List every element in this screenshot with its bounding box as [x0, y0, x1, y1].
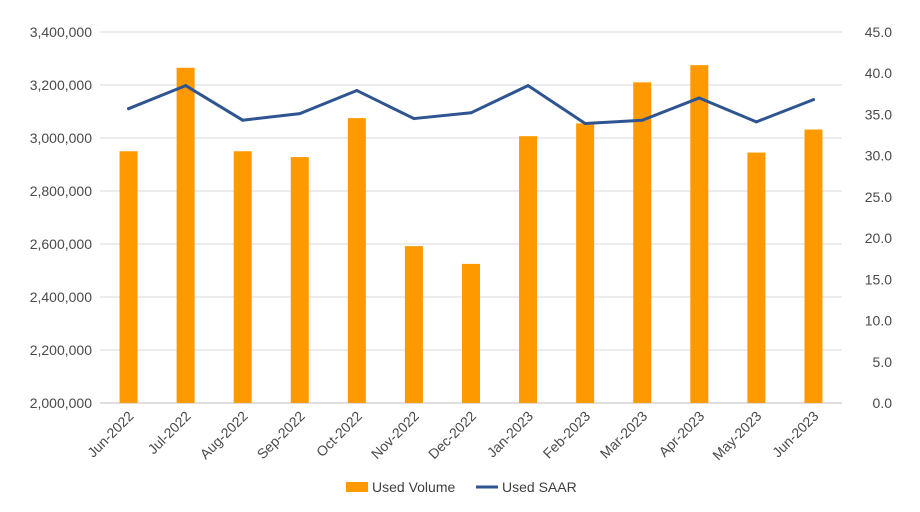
x-tick-label: Jan-2023	[484, 408, 537, 461]
y-left-tick-label: 3,200,000	[30, 77, 92, 93]
x-tick-label: Jun-2023	[769, 408, 822, 461]
y-right-tick-label: 15.0	[865, 271, 892, 287]
bar-used-volume	[176, 67, 195, 404]
bar-used-volume	[576, 123, 595, 404]
y-right-tick-label: 40.0	[865, 65, 892, 81]
point-used-saar	[754, 120, 758, 124]
y-left-tick-label: 2,000,000	[30, 395, 92, 411]
legend-label-used-volume: Used Volume	[372, 479, 455, 495]
bar-used-volume	[404, 246, 423, 403]
bar-used-volume	[747, 152, 766, 403]
x-tick-label: May-2023	[709, 408, 764, 463]
y-right-tick-label: 45.0	[865, 24, 892, 40]
bar-used-volume	[233, 151, 252, 403]
x-tick-label: Aug-2022	[197, 408, 251, 462]
x-tick-label: Oct-2022	[313, 408, 365, 460]
bar-series-used-volume	[119, 65, 823, 404]
point-used-saar	[583, 122, 587, 126]
x-tick-label: Feb-2023	[540, 408, 594, 462]
point-used-saar	[697, 96, 701, 100]
y-left-tick-label: 2,800,000	[30, 183, 92, 199]
y-right-tick-label: 30.0	[865, 148, 892, 164]
bar-used-volume	[690, 65, 709, 403]
bar-used-volume	[290, 157, 309, 403]
x-tick-label: Mar-2023	[597, 408, 651, 462]
x-tick-label: Nov-2022	[368, 408, 422, 462]
x-tick-label: Jun-2022	[84, 408, 137, 461]
y-right-tick-label: 20.0	[865, 230, 892, 246]
bar-used-volume	[519, 136, 538, 403]
x-tick-label: Jul-2022	[144, 408, 193, 457]
legend: Used Volume Used SAAR	[346, 479, 577, 495]
y-right-tick-label: 0.0	[873, 395, 893, 411]
y-left-tick-label: 3,400,000	[30, 24, 92, 40]
y-right-tick-label: 25.0	[865, 189, 892, 205]
point-used-saar	[640, 118, 644, 122]
y-right-tick-label: 35.0	[865, 106, 892, 122]
y-left-tick-label: 3,000,000	[30, 130, 92, 146]
point-used-saar	[355, 89, 359, 93]
point-used-saar	[412, 117, 416, 121]
x-tick-label: Apr-2023	[655, 408, 707, 460]
point-used-saar	[127, 107, 131, 111]
y-left-tick-label: 2,600,000	[30, 236, 92, 252]
line-used-saar	[127, 84, 815, 126]
bar-used-volume	[119, 151, 138, 403]
x-tick-label: Sep-2022	[254, 408, 308, 462]
y-left-tick-label: 2,200,000	[30, 342, 92, 358]
x-tick-label: Dec-2022	[425, 408, 479, 462]
y-right-tick-label: 10.0	[865, 313, 892, 329]
legend-swatch-used-volume	[346, 482, 368, 492]
point-used-saar	[469, 111, 473, 115]
bar-used-volume	[462, 263, 480, 403]
bar-used-volume	[804, 129, 823, 403]
point-used-saar	[241, 118, 245, 122]
line-series-used-saar	[127, 84, 815, 126]
legend-label-used-saar: Used SAAR	[502, 479, 577, 495]
point-used-saar	[526, 84, 530, 88]
bar-used-volume	[633, 82, 652, 403]
point-used-saar	[811, 98, 815, 102]
point-used-saar	[298, 112, 302, 116]
bar-used-volume	[347, 118, 366, 403]
point-used-saar	[184, 84, 188, 88]
y-left-tick-label: 2,400,000	[30, 289, 92, 305]
y-right-tick-label: 5.0	[873, 354, 893, 370]
